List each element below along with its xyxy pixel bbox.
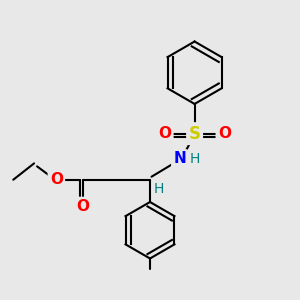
Text: H: H [154,182,164,196]
Text: N: N [173,152,186,166]
Text: O: O [50,172,63,187]
Text: O: O [218,126,231,141]
Text: H: H [189,152,200,166]
Text: O: O [158,126,171,141]
Text: O: O [76,199,90,214]
Text: S: S [189,125,201,143]
